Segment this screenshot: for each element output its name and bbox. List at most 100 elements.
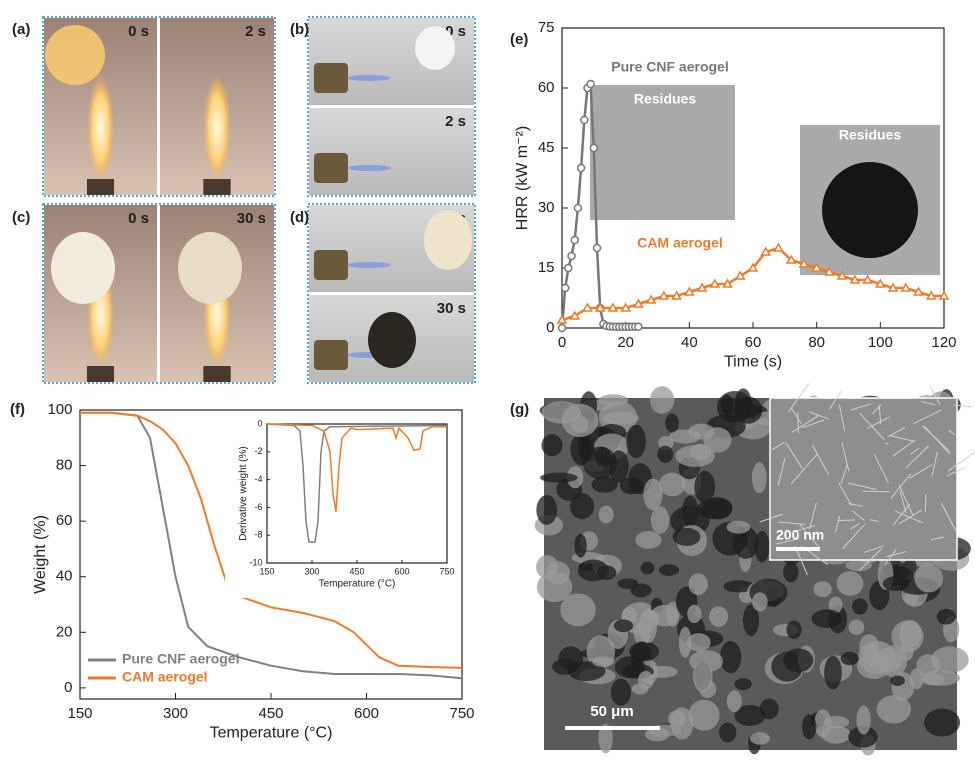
marker (734, 270, 746, 280)
pore (845, 559, 872, 572)
pore (688, 699, 720, 731)
fiber (759, 513, 783, 523)
marker (798, 258, 810, 268)
fiber (829, 390, 842, 410)
fiber (864, 545, 884, 553)
pore (828, 596, 843, 614)
fiber (930, 536, 945, 541)
fiber (869, 519, 879, 522)
torch-flame (347, 75, 391, 81)
pore (614, 656, 646, 679)
fiber (940, 503, 958, 533)
pore (637, 671, 654, 690)
marker (747, 262, 759, 272)
fiber (788, 383, 810, 413)
fiber (947, 467, 966, 477)
fiber (851, 510, 865, 521)
pore (577, 559, 609, 582)
pore (754, 530, 770, 563)
marker (569, 310, 581, 320)
pore (811, 609, 843, 628)
marker (645, 294, 657, 304)
x-tick-label: 150 (259, 566, 274, 576)
pore (635, 530, 662, 549)
marker (836, 270, 848, 280)
marker (875, 278, 886, 288)
panel-label: (f) (10, 401, 25, 418)
marker (570, 235, 579, 245)
marker (913, 286, 924, 296)
pore (659, 472, 686, 497)
fiber (841, 442, 850, 472)
x-tick-label: 750 (449, 705, 474, 722)
y-tick-label: 45 (538, 139, 555, 156)
y-axis-label: Derivative weight (%) (238, 446, 249, 540)
pore (613, 619, 634, 633)
x-axis-label: Temperature (°C) (210, 725, 333, 742)
y-axis-label: HRR (kW m⁻²) (514, 126, 531, 230)
fiber (771, 441, 785, 451)
panel-label: (c) (12, 209, 30, 226)
pore (658, 564, 680, 576)
fiber (953, 404, 973, 408)
x-tick-label: 600 (354, 705, 379, 722)
fiber (887, 427, 906, 438)
x-tick-label: 150 (67, 705, 92, 722)
marker (938, 290, 950, 300)
pore (719, 640, 742, 674)
y-tick-label: -8 (254, 530, 262, 540)
fiber (842, 523, 866, 550)
panel-border (307, 203, 476, 384)
pore (801, 714, 817, 740)
pore (687, 604, 702, 624)
sample (45, 25, 105, 85)
y-tick-label: 0 (257, 418, 262, 428)
fiber (847, 482, 877, 491)
pore (692, 660, 713, 693)
y-tick-label: 100 (47, 401, 72, 418)
pore (840, 651, 859, 666)
series-line (80, 411, 463, 680)
marker (607, 302, 619, 312)
plot-frame (561, 27, 945, 329)
fiber (785, 442, 803, 469)
pore (783, 561, 799, 583)
fiber (859, 412, 885, 441)
pore (751, 462, 767, 494)
pore (703, 427, 732, 453)
pore (650, 604, 679, 627)
residue (822, 162, 918, 258)
pore (665, 413, 679, 433)
time-label: 2 s (245, 23, 266, 40)
marker (594, 302, 606, 312)
marker (586, 79, 595, 89)
marker (696, 282, 708, 292)
pore (719, 722, 737, 743)
pore (552, 658, 578, 675)
pore (598, 505, 614, 524)
pore (749, 732, 770, 745)
panel-label: (e) (510, 31, 528, 48)
flame (86, 74, 115, 181)
plot-frame (79, 409, 463, 700)
marker (824, 266, 835, 276)
pore (678, 626, 692, 658)
pore (657, 445, 674, 463)
marker (557, 323, 567, 333)
pore (852, 598, 868, 615)
marker (709, 278, 721, 288)
fiber (850, 403, 872, 411)
pore (848, 619, 865, 635)
fiber (850, 522, 860, 530)
pore (540, 472, 578, 483)
sample (424, 210, 472, 270)
sample (415, 26, 455, 70)
pore (649, 386, 675, 414)
fiber (835, 515, 841, 533)
marker (634, 322, 643, 332)
marker (582, 302, 593, 312)
torch (314, 153, 348, 183)
fiber (840, 465, 848, 484)
y-tick-label: -2 (254, 446, 262, 456)
